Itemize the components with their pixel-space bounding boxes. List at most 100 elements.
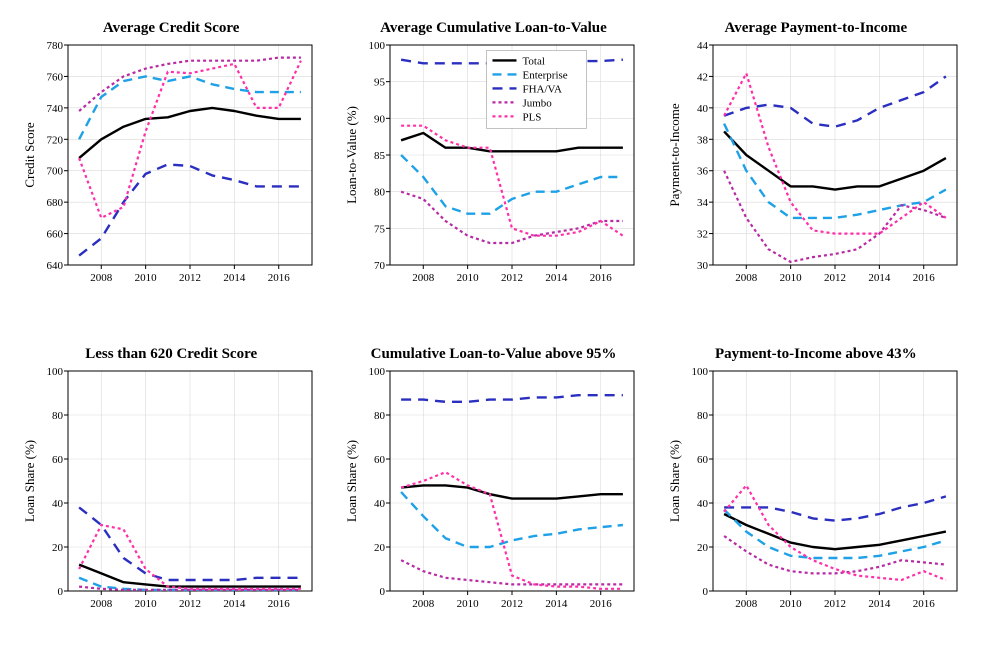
svg-text:80: 80 [374,410,386,422]
svg-text:2014: 2014 [868,272,891,284]
svg-text:Loan Share (%): Loan Share (%) [667,440,682,522]
svg-text:2012: 2012 [824,598,846,610]
svg-text:640: 640 [47,260,64,272]
panel-title: Less than 620 Credit Score [20,346,322,363]
svg-text:75: 75 [374,223,386,235]
svg-text:85: 85 [374,150,386,162]
svg-text:0: 0 [702,586,708,598]
svg-text:60: 60 [52,454,64,466]
svg-text:Credit Score: Credit Score [22,122,37,188]
chart-svg: 640 660 680 700 720 740 760 780 2008 2010 2012 2014… [20,39,320,289]
svg-text:32: 32 [697,229,708,241]
svg-text:2012: 2012 [179,598,201,610]
svg-text:100: 100 [369,366,386,378]
svg-text:2008: 2008 [90,598,113,610]
panel-title: Cumulative Loan-to-Value above 95% [342,346,644,363]
chart-panel: Less than 620 Credit Score 0 20 40 60 80 100 20… [20,346,322,632]
svg-text:Loan Share (%): Loan Share (%) [22,440,37,522]
svg-text:20: 20 [374,542,386,554]
svg-text:2014: 2014 [223,272,246,284]
chart-panel: Average Cumulative Loan-to-Value 70 75 80 85… [342,20,644,306]
svg-text:Loan Share (%): Loan Share (%) [344,440,359,522]
svg-text:70: 70 [374,260,386,272]
svg-text:760: 760 [47,71,64,83]
svg-text:80: 80 [697,410,709,422]
svg-text:90: 90 [374,113,386,125]
svg-text:2016: 2016 [268,598,291,610]
svg-text:2008: 2008 [735,598,758,610]
svg-text:2016: 2016 [590,598,613,610]
svg-text:20: 20 [52,542,64,554]
svg-text:36: 36 [697,166,709,178]
svg-text:660: 660 [47,229,64,241]
svg-text:40: 40 [52,498,64,510]
chart-svg: 0 20 40 60 80 100 2008 2010 2012 2014 2016 Loan Sha… [665,365,965,615]
svg-text:2008: 2008 [90,272,113,284]
svg-text:40: 40 [697,498,709,510]
svg-text:2008: 2008 [735,272,758,284]
svg-text:2012: 2012 [501,272,523,284]
svg-text:740: 740 [47,103,64,115]
svg-text:2012: 2012 [179,272,201,284]
chart-svg: 30 32 34 36 38 40 42 44 2008 2010 2012 2014 2016 Paym… [665,39,965,289]
legend-label: PLS [523,111,542,123]
svg-text:2012: 2012 [501,598,523,610]
svg-text:2012: 2012 [824,272,846,284]
svg-text:80: 80 [52,410,64,422]
svg-text:Payment-to-Income: Payment-to-Income [667,103,682,206]
svg-text:2016: 2016 [590,272,613,284]
svg-text:100: 100 [369,40,386,52]
svg-text:680: 680 [47,197,64,209]
svg-text:2010: 2010 [135,272,158,284]
chart-panel: Average Credit Score 640 660 680 700 720 740 76… [20,20,322,306]
chart-svg: 0 20 40 60 80 100 2008 2010 2012 2014 2016 Loan Sha… [342,365,642,615]
legend-label: Jumbo [523,97,553,109]
svg-text:700: 700 [47,166,64,178]
panel-title: Average Payment-to-Income [665,20,967,37]
svg-text:2010: 2010 [457,598,480,610]
svg-text:100: 100 [47,366,64,378]
svg-text:Loan-to-Value (%): Loan-to-Value (%) [344,106,359,204]
svg-text:2016: 2016 [912,272,935,284]
legend-label: Total [523,55,545,67]
svg-text:0: 0 [380,586,386,598]
svg-text:38: 38 [697,134,709,146]
svg-text:2008: 2008 [413,272,436,284]
svg-text:40: 40 [374,498,386,510]
svg-text:2010: 2010 [779,598,802,610]
chart-panel: Payment-to-Income above 43% 0 20 40 60 80 100 2… [665,346,967,632]
svg-text:2016: 2016 [268,272,291,284]
svg-text:2014: 2014 [223,598,246,610]
svg-text:60: 60 [374,454,386,466]
svg-text:0: 0 [58,586,64,598]
svg-text:44: 44 [697,40,709,52]
svg-text:30: 30 [697,260,709,272]
svg-text:80: 80 [374,187,386,199]
chart-grid: Average Credit Score64066068070072074076… [20,20,967,632]
svg-text:2014: 2014 [546,272,569,284]
chart-panel: Average Payment-to-Income 30 32 34 36 38 40 42 4… [665,20,967,306]
svg-text:2010: 2010 [779,272,802,284]
svg-text:60: 60 [697,454,709,466]
panel-title: Average Credit Score [20,20,322,37]
chart-panel: Cumulative Loan-to-Value above 95% 0 20 40 6… [342,346,644,632]
panel-title: Payment-to-Income above 43% [665,346,967,363]
svg-text:2010: 2010 [135,598,158,610]
panel-title: Average Cumulative Loan-to-Value [342,20,644,37]
svg-text:780: 780 [47,40,64,52]
svg-text:42: 42 [697,71,708,83]
legend-label: Enterprise [523,69,568,81]
svg-text:40: 40 [697,103,709,115]
svg-text:2016: 2016 [912,598,935,610]
svg-text:2010: 2010 [457,272,480,284]
legend-label: FHA/VA [523,83,563,95]
svg-text:95: 95 [374,77,386,89]
svg-text:2014: 2014 [546,598,569,610]
svg-text:2008: 2008 [413,598,436,610]
svg-text:100: 100 [691,366,708,378]
svg-text:2014: 2014 [868,598,891,610]
chart-svg: 70 75 80 85 90 95 100 2008 2010 2012 2014 2016 Loan-… [342,39,642,289]
svg-text:20: 20 [697,542,709,554]
svg-text:34: 34 [697,197,709,209]
svg-text:720: 720 [47,134,64,146]
